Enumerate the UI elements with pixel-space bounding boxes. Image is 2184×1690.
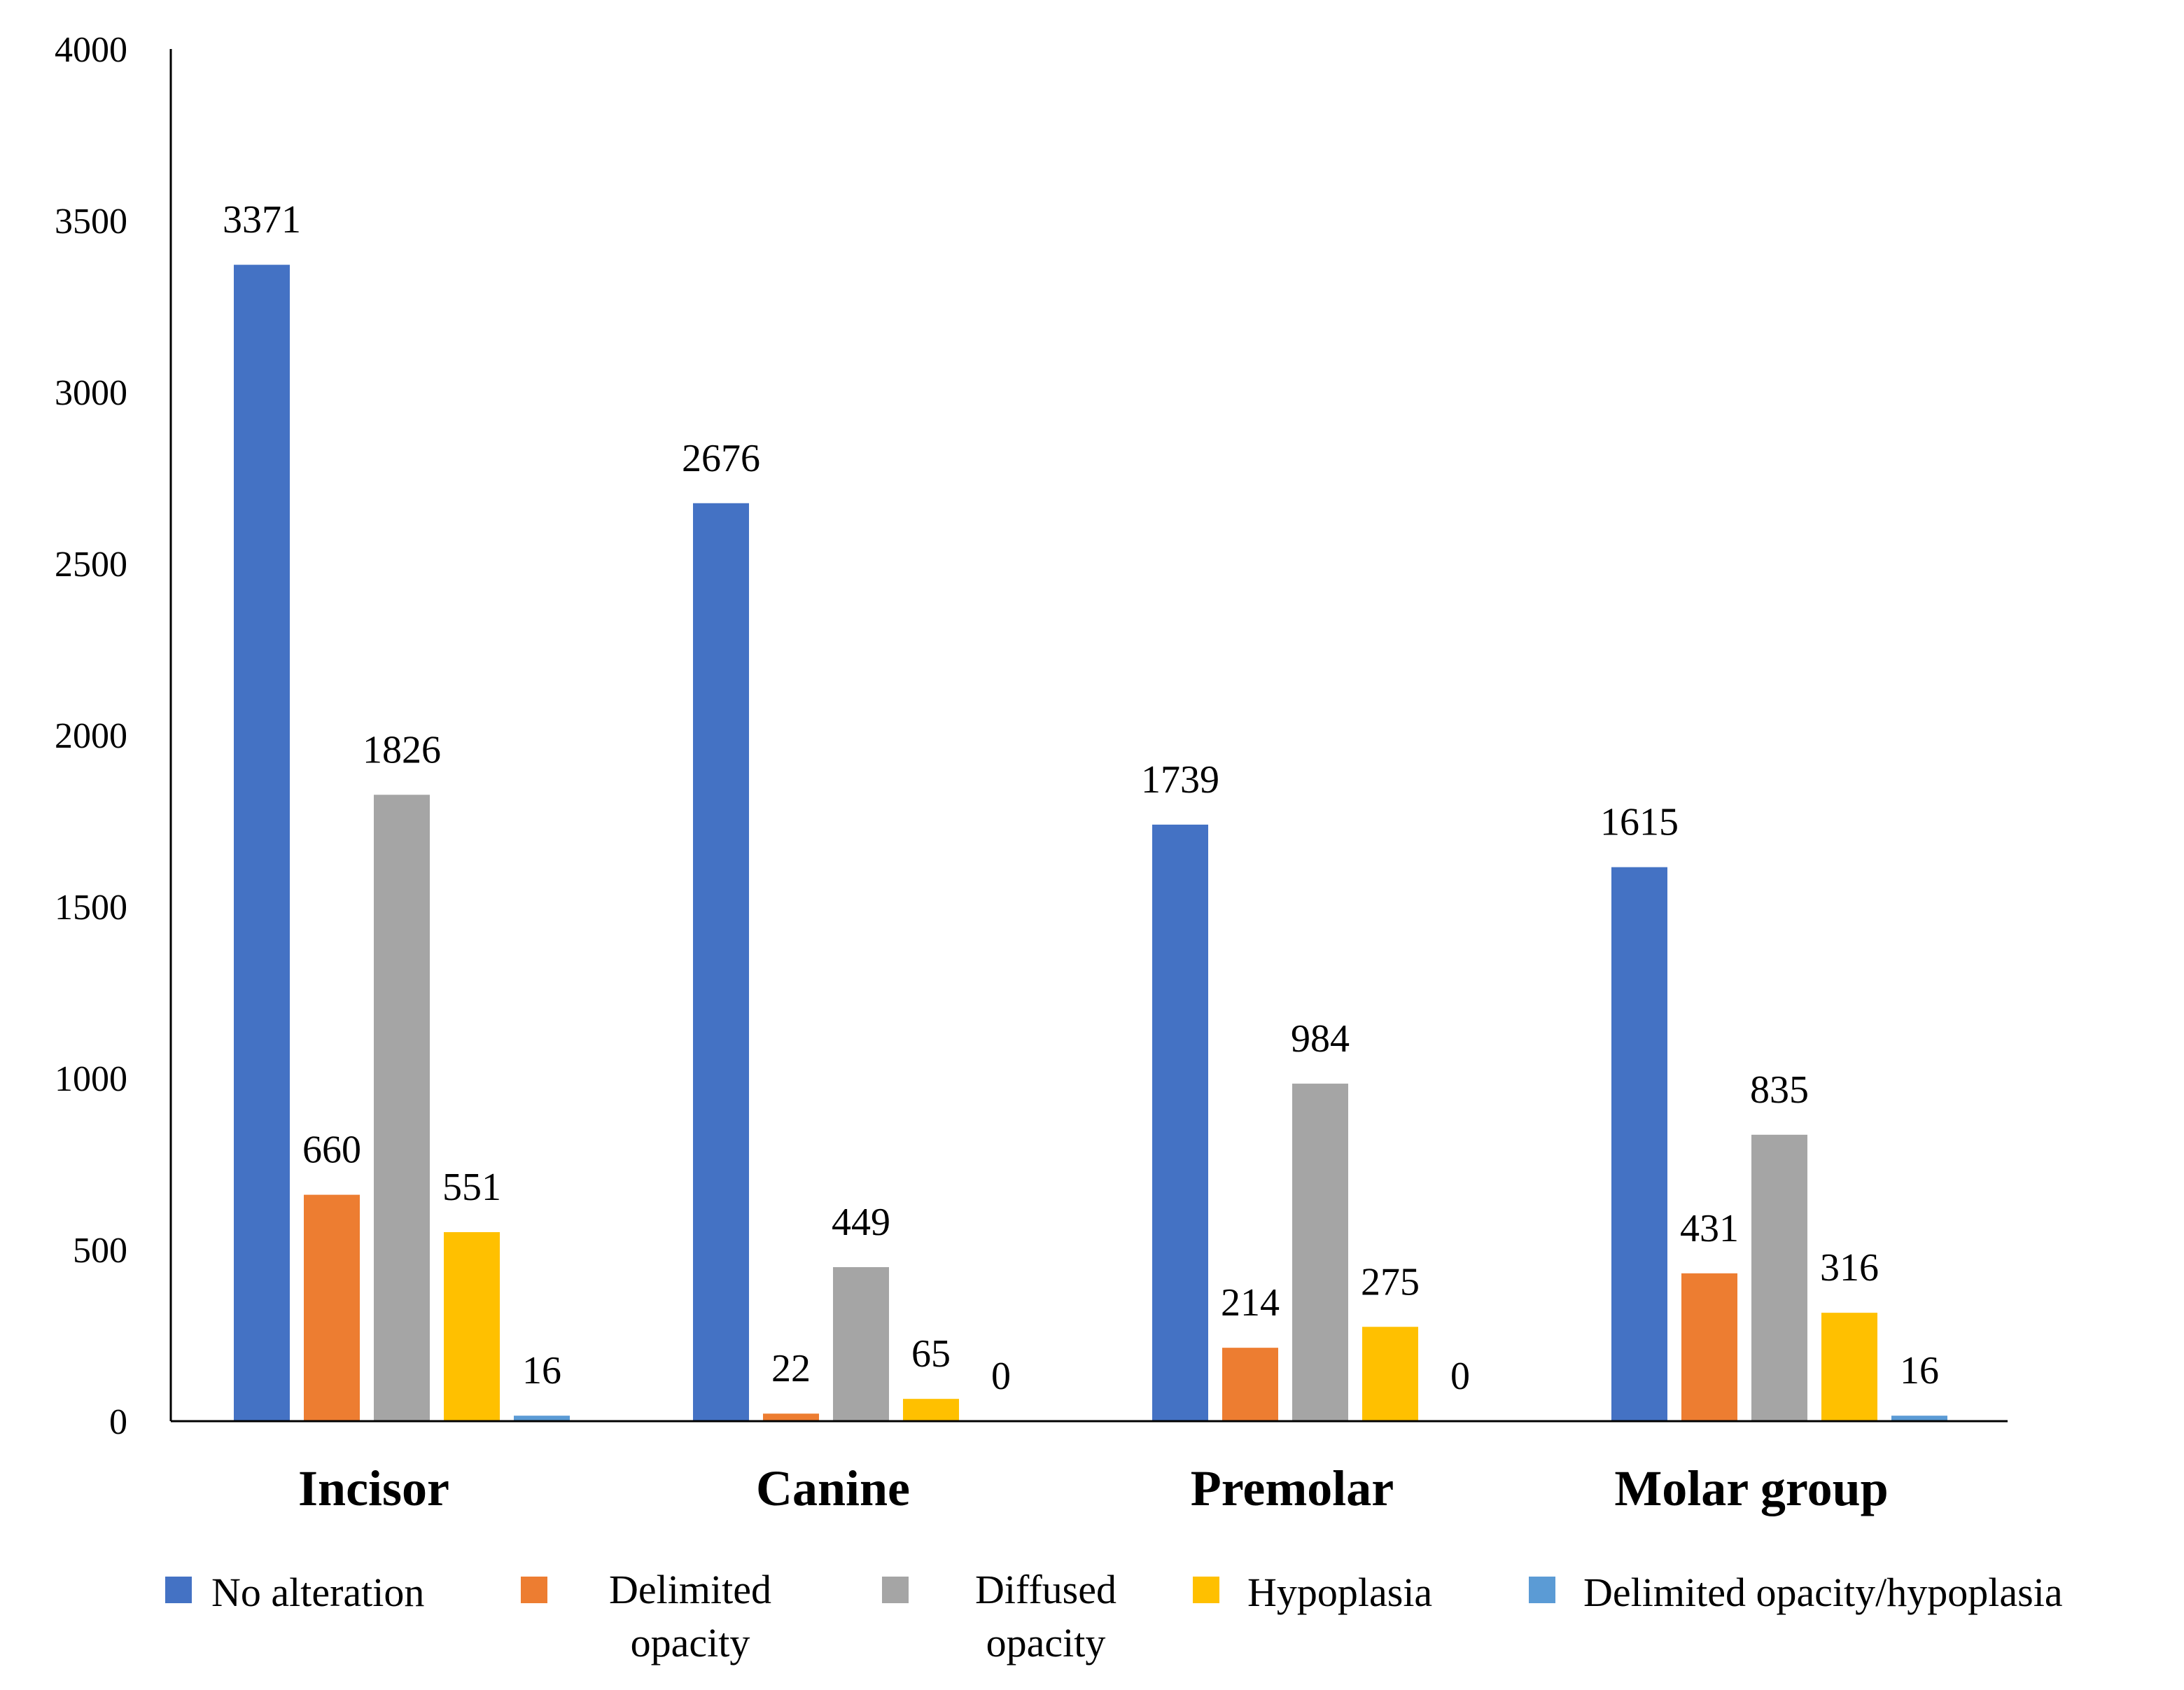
bars xyxy=(234,265,1947,1422)
legend-item-delimited-opacity-hypoplasia: Delimited opacity/hypoplasia xyxy=(1529,1570,2063,1615)
bar-no-alteration-canine xyxy=(693,503,749,1421)
y-tick-label: 3000 xyxy=(55,373,127,413)
data-label: 551 xyxy=(442,1166,501,1209)
legend: No alteration Delimited opacity Diffused opa… xyxy=(165,1567,2063,1665)
bar-hypoplasia-incisor xyxy=(444,1232,500,1421)
data-label: 835 xyxy=(1750,1068,1809,1112)
legend-label: Hypoplasia xyxy=(1247,1570,1432,1615)
y-axis-ticks: 0 500 1000 1500 2000 2500 3000 3500 4000 xyxy=(55,30,127,1442)
legend-swatch xyxy=(521,1577,547,1603)
legend-item-hypoplasia: Hypoplasia xyxy=(1193,1570,1432,1615)
data-label: 431 xyxy=(1680,1207,1739,1250)
legend-swatch xyxy=(165,1577,192,1603)
bar-delimited-opacity-hypoplasia-incisor xyxy=(514,1416,570,1421)
bar-diffused-opacity-canine xyxy=(833,1266,889,1421)
data-label: 449 xyxy=(832,1201,890,1244)
data-label: 275 xyxy=(1361,1260,1420,1304)
x-axis-categories: Incisor Canine Premolar Molar group xyxy=(298,1460,1889,1516)
bar-hypoplasia-molar-group xyxy=(1821,1313,1877,1421)
bar-no-alteration-premolar xyxy=(1152,824,1208,1421)
y-tick-label: 3500 xyxy=(55,202,127,242)
category-label: Canine xyxy=(756,1460,910,1516)
data-label: 1739 xyxy=(1141,758,1219,802)
bar-delimited-opacity-molar-group xyxy=(1681,1273,1737,1421)
legend-label: Delimited opacity/hypoplasia xyxy=(1583,1570,2063,1615)
data-label: 660 xyxy=(302,1129,361,1172)
legend-label: Diffused xyxy=(975,1567,1116,1612)
data-label: 0 xyxy=(991,1355,1011,1398)
category-label: Incisor xyxy=(298,1460,449,1516)
data-label: 1615 xyxy=(1600,801,1679,844)
data-label: 3371 xyxy=(223,198,301,242)
category-label: Molar group xyxy=(1614,1460,1888,1516)
y-tick-label: 0 xyxy=(109,1402,127,1442)
y-tick-label: 2000 xyxy=(55,716,127,756)
bar-delimited-opacity-hypoplasia-molar-group xyxy=(1891,1416,1947,1421)
data-label: 0 xyxy=(1450,1355,1470,1398)
bar-no-alteration-molar-group xyxy=(1611,867,1667,1421)
bar-delimited-opacity-canine xyxy=(763,1413,819,1421)
data-label: 16 xyxy=(522,1349,561,1392)
bar-hypoplasia-canine xyxy=(903,1399,959,1421)
legend-swatch xyxy=(1193,1577,1219,1603)
bar-diffused-opacity-incisor xyxy=(374,795,430,1421)
legend-label: opacity xyxy=(986,1620,1106,1665)
bar-diffused-opacity-premolar xyxy=(1292,1083,1348,1421)
data-label: 316 xyxy=(1820,1246,1879,1290)
data-label: 214 xyxy=(1221,1281,1280,1325)
data-labels: 3371 660 1826 551 16 2676 22 449 65 0 1739 214 984 27… xyxy=(223,198,1939,1398)
legend-swatch xyxy=(882,1577,909,1603)
legend-label: opacity xyxy=(631,1620,750,1665)
bar-delimited-opacity-premolar xyxy=(1222,1348,1278,1421)
legend-label: Delimited xyxy=(609,1567,771,1612)
bar-delimited-opacity-incisor xyxy=(304,1194,360,1421)
bar-diffused-opacity-molar-group xyxy=(1751,1134,1807,1421)
legend-label: No alteration xyxy=(211,1570,424,1615)
data-label: 16 xyxy=(1900,1349,1939,1392)
category-label: Premolar xyxy=(1191,1460,1394,1516)
y-tick-label: 500 xyxy=(73,1231,127,1271)
y-tick-label: 1000 xyxy=(55,1059,127,1099)
y-tick-label: 1500 xyxy=(55,888,127,928)
data-label: 984 xyxy=(1291,1017,1350,1061)
y-tick-label: 2500 xyxy=(55,545,127,585)
legend-item-diffused-opacity: Diffused opacity xyxy=(882,1567,1116,1665)
legend-item-delimited-opacity: Delimited opacity xyxy=(521,1567,771,1665)
data-label: 2676 xyxy=(682,437,760,480)
data-label: 22 xyxy=(771,1347,811,1390)
y-tick-label: 4000 xyxy=(55,30,127,70)
bar-hypoplasia-premolar xyxy=(1362,1327,1418,1421)
data-label: 65 xyxy=(911,1332,951,1376)
legend-item-no-alteration: No alteration xyxy=(165,1570,424,1615)
bar-no-alteration-incisor xyxy=(234,265,290,1422)
data-label: 1826 xyxy=(363,728,441,771)
legend-swatch xyxy=(1529,1577,1555,1603)
